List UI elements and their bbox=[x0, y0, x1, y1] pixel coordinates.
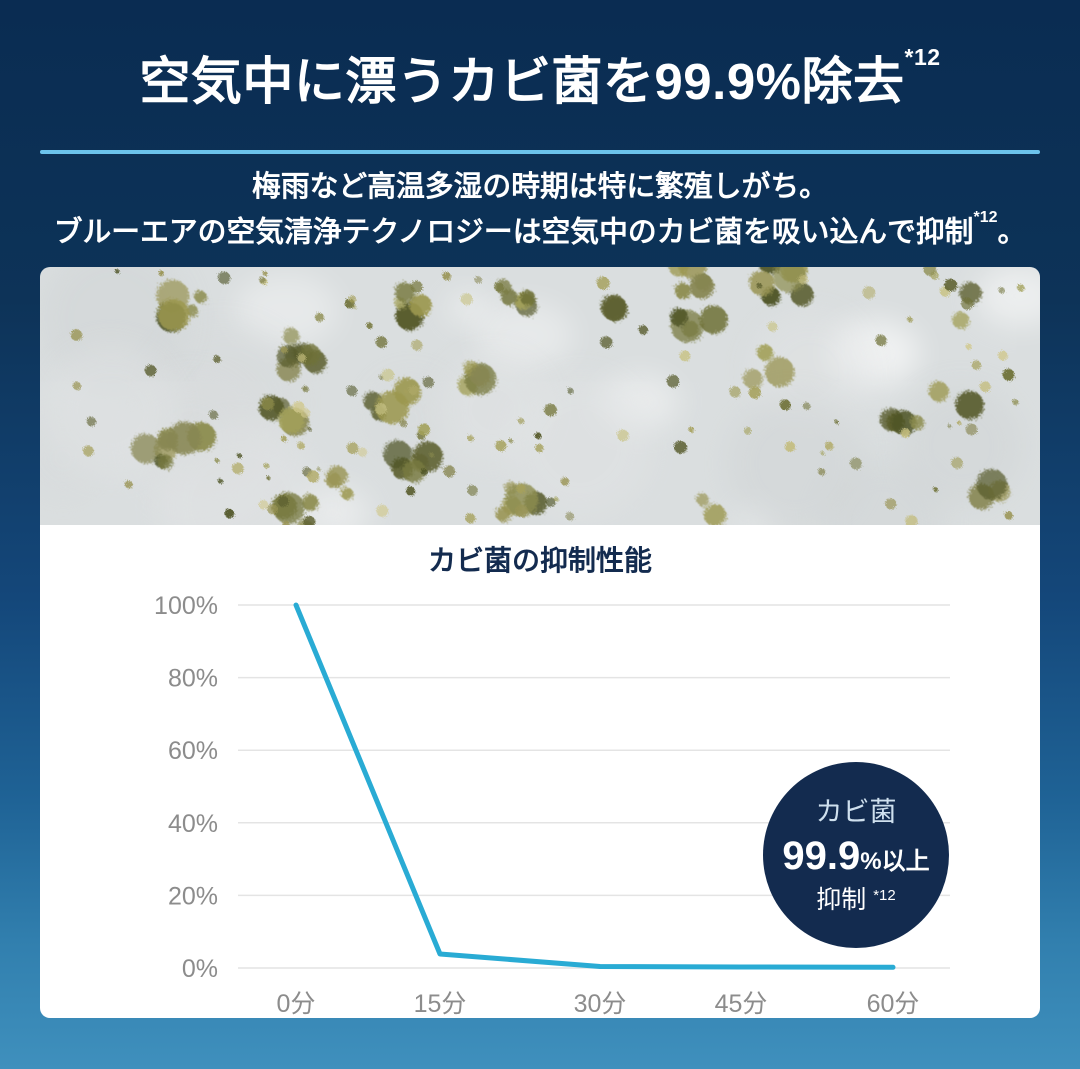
svg-text:30分: 30分 bbox=[574, 990, 627, 1018]
svg-text:カビ菌の抑制性能: カビ菌の抑制性能 bbox=[428, 545, 652, 576]
svg-text:15分: 15分 bbox=[414, 990, 467, 1018]
svg-text:60%: 60% bbox=[168, 737, 218, 765]
svg-text:60分: 60分 bbox=[867, 990, 920, 1018]
svg-text:0%: 0% bbox=[182, 955, 218, 983]
svg-text:0分: 0分 bbox=[277, 990, 316, 1018]
svg-text:45分: 45分 bbox=[715, 990, 768, 1018]
svg-text:カビ菌: カビ菌 bbox=[816, 797, 897, 827]
svg-text:40%: 40% bbox=[168, 810, 218, 838]
svg-text:20%: 20% bbox=[168, 882, 218, 910]
svg-text:100%: 100% bbox=[154, 592, 218, 620]
svg-text:80%: 80% bbox=[168, 665, 218, 693]
